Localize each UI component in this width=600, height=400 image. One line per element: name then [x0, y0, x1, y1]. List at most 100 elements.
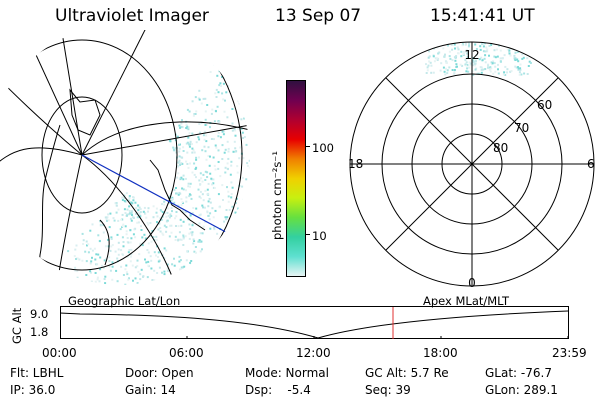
uv-speckle-dot [81, 232, 84, 235]
timeline-xtick-0600: 06:00 [169, 346, 204, 360]
uv-speckle-dot [160, 218, 163, 221]
polar-speckle-dot [427, 56, 430, 59]
uv-speckle-dot [227, 200, 230, 203]
polar-speckle-dot [444, 67, 447, 70]
polar-speckle-dot [440, 62, 443, 65]
polar-speckle-dot [442, 47, 445, 50]
uv-speckle-dot [197, 240, 200, 243]
polar-speckle-dot [503, 54, 506, 57]
uv-speckle-dot [202, 259, 204, 262]
uv-speckle-dot [198, 138, 201, 141]
uv-speckle-dot [224, 148, 227, 151]
uv-speckle-dot [241, 131, 244, 134]
uv-speckle-dot [177, 165, 180, 168]
polar-speckle-dot [529, 62, 532, 64]
uv-speckle-dot [125, 192, 128, 195]
polar-speckle-dot [464, 50, 467, 53]
uv-speckle-dot [138, 206, 141, 209]
polar-speckle-dot [466, 51, 469, 54]
uv-speckle-dot [147, 242, 150, 245]
uv-speckle-dot [175, 211, 178, 213]
mlat-label-70: 70 [514, 121, 529, 135]
uv-speckle-dot [222, 82, 225, 85]
uv-speckle-dot [213, 226, 216, 229]
uv-speckle-dot [155, 239, 158, 241]
uv-speckle-dot [237, 95, 240, 98]
uv-speckle-dot [204, 221, 207, 223]
polar-speckle-dot [517, 67, 520, 70]
polar-speckle-dot [465, 48, 468, 51]
uv-speckle-dot [159, 209, 162, 212]
uv-speckle-dot [155, 211, 158, 214]
polar-speckle-dot [454, 47, 456, 50]
uv-speckle-dot [209, 227, 212, 230]
uv-speckle-dot [74, 269, 77, 272]
uv-speckle-dot [207, 192, 210, 195]
uv-speckle-dot [182, 146, 185, 149]
uv-speckle-dot [121, 236, 124, 239]
uv-speckle-dot [171, 263, 174, 266]
uv-speckle-dot [140, 229, 143, 231]
uv-speckle-dot [179, 164, 182, 166]
uv-speckle-dot [152, 205, 155, 208]
uv-speckle-dot [116, 257, 119, 260]
uv-speckle-dot [104, 216, 107, 219]
uv-speckle-dot [128, 212, 131, 215]
uv-speckle-dot [225, 91, 228, 94]
uv-speckle-dot [189, 185, 191, 188]
uv-speckle-dot [156, 272, 159, 274]
uv-speckle-dot [173, 264, 176, 267]
uv-speckle-dot [182, 234, 185, 237]
uv-speckle-dot [91, 223, 94, 226]
uv-speckle-dot [111, 278, 114, 281]
uv-speckle-dot [168, 195, 171, 198]
uv-speckle-dot [191, 100, 194, 103]
polar-speckle-dot [441, 42, 444, 45]
uv-speckle-dot [188, 195, 191, 198]
uv-speckle-dot [202, 173, 205, 176]
uv-speckle-dot [217, 161, 220, 163]
uv-speckle-dot [76, 270, 79, 273]
uv-speckle-dot [246, 121, 249, 124]
uv-speckle-dot [78, 258, 81, 261]
uv-speckle-dot [146, 276, 149, 279]
uv-speckle-dot [85, 260, 88, 263]
uv-speckle-dot [181, 269, 184, 271]
uv-speckle-dot [203, 278, 206, 281]
uv-speckle-dot [227, 157, 230, 160]
uv-speckle-dot [104, 275, 107, 278]
uv-speckle-dot [201, 180, 204, 183]
uv-speckle-dot [129, 241, 132, 244]
uv-speckle-dot [241, 213, 244, 216]
uv-speckle-dot [193, 250, 196, 253]
uv-speckle-dot [122, 245, 125, 248]
uv-speckle-dot [229, 247, 232, 250]
uv-speckle-dot [197, 97, 200, 100]
uv-speckle-dot [195, 158, 198, 161]
uv-speckle-dot [191, 212, 194, 214]
uv-speckle-dot [115, 211, 118, 214]
polar-speckle-dot [508, 49, 511, 52]
uv-speckle-dot [198, 98, 201, 101]
polar-speckle-dot [475, 54, 478, 57]
polar-speckle-dot [442, 66, 445, 69]
uv-speckle-dot [160, 282, 163, 285]
polar-speckle-dot [480, 56, 483, 59]
polar-speckle-dot [475, 67, 478, 70]
uv-speckle-dot [104, 282, 107, 285]
uv-speckle-dot [163, 200, 166, 203]
uv-speckle-dot [127, 278, 130, 281]
uv-speckle-dot [177, 172, 180, 175]
uv-speckle-dot [113, 219, 116, 222]
uv-speckle-dot [100, 264, 103, 267]
uv-speckle-dot [222, 199, 224, 201]
uv-speckle-dot [178, 159, 181, 162]
uv-speckle-dot [103, 278, 106, 280]
uv-speckle-dot [174, 235, 177, 238]
uv-speckle-dot [205, 134, 208, 137]
uv-speckle-dot [198, 89, 201, 92]
polar-speckle-dot [428, 60, 431, 63]
polar-speckle-dot [462, 53, 465, 55]
uv-speckle-dot [139, 278, 142, 281]
uv-speckle-dot [223, 237, 226, 240]
